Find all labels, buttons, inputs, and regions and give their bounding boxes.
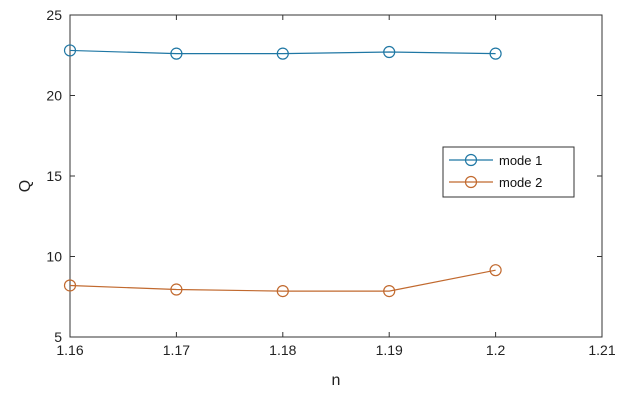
y-tick-label: 20 [46, 88, 62, 104]
series-1-point [489, 47, 502, 60]
x-tick-label: 1.21 [588, 342, 615, 358]
series-2-point [63, 279, 77, 292]
x-tick-label: 1.19 [376, 342, 403, 358]
series-2-point [383, 285, 396, 298]
legend: mode 1 mode 2 [442, 146, 575, 198]
legend-swatch-marker [464, 153, 478, 167]
series-line-2 [69, 269, 496, 292]
series-1-point [170, 47, 183, 60]
legend-swatch-marker [464, 175, 478, 189]
x-tick-label: 1.16 [56, 342, 83, 358]
y-tick-label: 5 [54, 329, 62, 345]
legend-box [442, 146, 575, 198]
series-2-point [489, 264, 502, 277]
y-axis-ticks: 5 10 15 20 25 [46, 7, 602, 345]
series-1-point [63, 44, 77, 57]
series-line-1 [69, 49, 496, 55]
y-tick-label: 25 [46, 7, 62, 23]
series-2-point [170, 283, 183, 296]
series-1-point [383, 45, 396, 59]
x-tick-label: 1.17 [163, 342, 190, 358]
y-tick-label: 10 [46, 249, 62, 265]
legend-label: mode 1 [499, 153, 542, 168]
legend-label: mode 2 [499, 175, 542, 190]
x-axis-label: n [332, 372, 341, 389]
series-layer [63, 44, 502, 298]
x-tick-label: 1.18 [269, 342, 296, 358]
series-2-point [276, 285, 289, 298]
y-tick-label: 15 [46, 168, 62, 184]
x-axis-ticks: 1.16 1.17 1.18 1.19 1.2 1.21 [56, 15, 616, 358]
series-1-point [276, 47, 289, 60]
x-tick-label: 1.2 [486, 342, 506, 358]
y-axis-label: Q [17, 180, 34, 192]
